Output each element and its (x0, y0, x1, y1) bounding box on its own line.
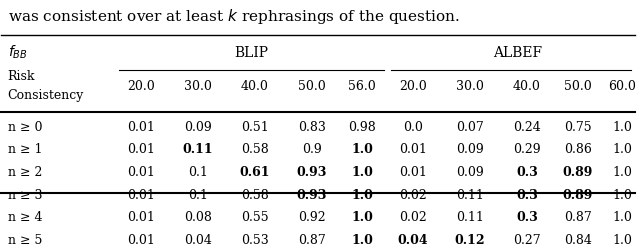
Text: 1.0: 1.0 (612, 121, 632, 134)
Text: 0.02: 0.02 (399, 211, 427, 225)
Text: 1.0: 1.0 (612, 166, 632, 179)
Text: 0.01: 0.01 (127, 234, 155, 247)
Text: 0.89: 0.89 (563, 189, 593, 202)
Text: 1.0: 1.0 (351, 166, 373, 179)
Text: n ≥ 4: n ≥ 4 (8, 211, 42, 225)
Text: 0.11: 0.11 (456, 211, 484, 225)
Text: 0.01: 0.01 (127, 166, 155, 179)
Text: 0.93: 0.93 (296, 189, 327, 202)
Text: 50.0: 50.0 (564, 80, 591, 93)
Text: 0.02: 0.02 (399, 189, 427, 202)
Text: 30.0: 30.0 (456, 80, 484, 93)
Text: n ≥ 0: n ≥ 0 (8, 121, 42, 134)
Text: 0.83: 0.83 (298, 121, 326, 134)
Text: 50.0: 50.0 (298, 80, 326, 93)
Text: 0.27: 0.27 (513, 234, 541, 247)
Text: 0.01: 0.01 (127, 189, 155, 202)
Text: n ≥ 3: n ≥ 3 (8, 189, 42, 202)
Text: 0.29: 0.29 (513, 144, 541, 157)
Text: 0.11: 0.11 (456, 189, 484, 202)
Text: 0.55: 0.55 (241, 211, 269, 225)
Text: 0.3: 0.3 (516, 166, 538, 179)
Text: 1.0: 1.0 (612, 211, 632, 225)
Text: 1.0: 1.0 (612, 189, 632, 202)
Text: 0.04: 0.04 (184, 234, 212, 247)
Text: 0.01: 0.01 (399, 144, 427, 157)
Text: 0.0: 0.0 (403, 121, 423, 134)
Text: 1.0: 1.0 (612, 234, 632, 247)
Text: 0.3: 0.3 (516, 189, 538, 202)
Text: 0.84: 0.84 (564, 234, 591, 247)
Text: 0.87: 0.87 (564, 211, 591, 225)
Text: 0.98: 0.98 (348, 121, 376, 134)
Text: 0.87: 0.87 (298, 234, 326, 247)
Text: 0.75: 0.75 (564, 121, 591, 134)
Text: 0.04: 0.04 (397, 234, 428, 247)
Text: 0.93: 0.93 (296, 166, 327, 179)
Text: n ≥ 1: n ≥ 1 (8, 144, 42, 157)
Text: Consistency: Consistency (8, 89, 84, 102)
Text: 40.0: 40.0 (513, 80, 541, 93)
Text: 56.0: 56.0 (348, 80, 376, 93)
Text: was consistent over at least $k$ rephrasings of the question.: was consistent over at least $k$ rephras… (8, 7, 460, 26)
Text: 0.01: 0.01 (127, 144, 155, 157)
Text: 30.0: 30.0 (184, 80, 212, 93)
Text: 0.3: 0.3 (516, 211, 538, 225)
Text: 1.0: 1.0 (351, 234, 373, 247)
Text: 0.58: 0.58 (241, 144, 269, 157)
Text: 0.89: 0.89 (563, 166, 593, 179)
Text: 0.58: 0.58 (241, 189, 269, 202)
Text: 0.09: 0.09 (456, 166, 484, 179)
Text: 0.51: 0.51 (241, 121, 269, 134)
Text: 1.0: 1.0 (612, 144, 632, 157)
Text: 0.07: 0.07 (456, 121, 484, 134)
Text: 40.0: 40.0 (241, 80, 269, 93)
Text: 0.09: 0.09 (456, 144, 484, 157)
Text: 20.0: 20.0 (399, 80, 427, 93)
Text: n ≥ 5: n ≥ 5 (8, 234, 42, 247)
Text: 1.0: 1.0 (351, 211, 373, 225)
Text: 0.92: 0.92 (298, 211, 326, 225)
Text: 1.0: 1.0 (351, 189, 373, 202)
Text: 0.01: 0.01 (399, 166, 427, 179)
Text: 0.01: 0.01 (127, 121, 155, 134)
Text: 0.86: 0.86 (564, 144, 591, 157)
Text: 0.9: 0.9 (302, 144, 321, 157)
Text: $f_{BB}$: $f_{BB}$ (8, 44, 28, 61)
Text: 1.0: 1.0 (351, 144, 373, 157)
Text: 0.24: 0.24 (513, 121, 541, 134)
Text: BLIP: BLIP (234, 45, 269, 60)
Text: 0.01: 0.01 (127, 211, 155, 225)
Text: 0.61: 0.61 (239, 166, 270, 179)
Text: 20.0: 20.0 (127, 80, 155, 93)
Text: 0.1: 0.1 (188, 189, 207, 202)
Text: 0.09: 0.09 (184, 121, 212, 134)
Text: ALBEF: ALBEF (493, 45, 542, 60)
Text: 0.53: 0.53 (241, 234, 269, 247)
Text: 0.1: 0.1 (188, 166, 207, 179)
Text: 0.11: 0.11 (182, 144, 213, 157)
Text: 0.12: 0.12 (454, 234, 485, 247)
Text: Risk: Risk (8, 70, 35, 83)
Text: 0.08: 0.08 (184, 211, 212, 225)
Text: n ≥ 2: n ≥ 2 (8, 166, 42, 179)
Text: 60.0: 60.0 (608, 80, 636, 93)
